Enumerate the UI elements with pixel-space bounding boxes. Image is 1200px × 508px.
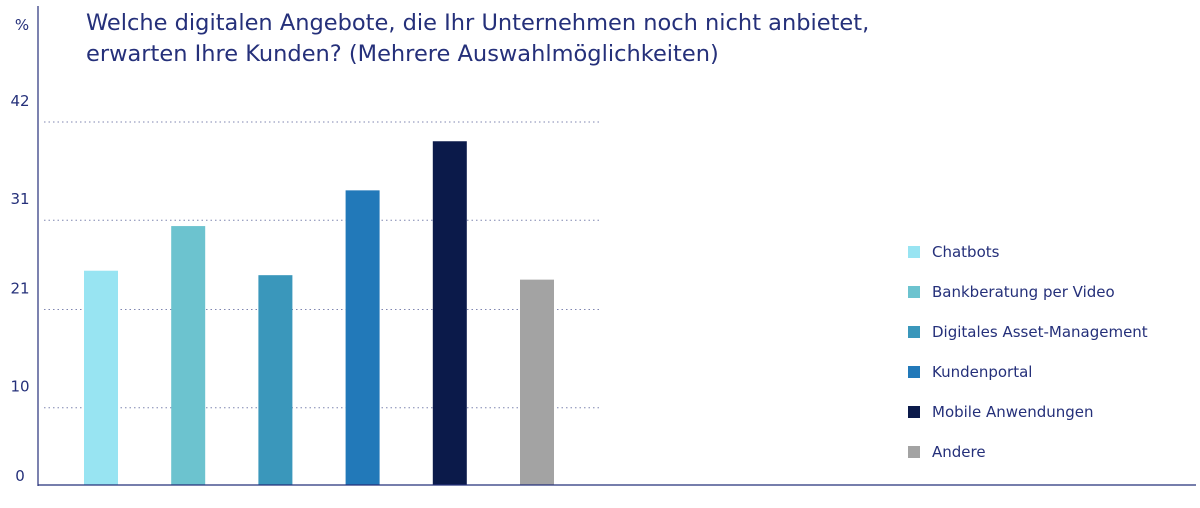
y-tick-label: 10 [10,378,29,396]
legend-label: Mobile Anwendungen [932,403,1094,421]
legend-item: Andere [908,432,1148,472]
y-tick-label: 42 [10,92,29,110]
axes: % 0 10 21 31 42 [10,6,1196,486]
legend-label: Kundenportal [932,363,1033,381]
bars [84,141,554,486]
chart-title-line-1: Welche digitalen Angebote, die Ihr Unter… [86,10,870,36]
legend-swatch [908,446,920,458]
y-tick-label: 0 [15,467,25,485]
bar-mobile-anwendungen [432,141,467,485]
y-axis-unit-label: % [15,16,29,34]
legend-label: Chatbots [932,243,1000,261]
legend-label: Digitales Asset-Management [932,323,1148,341]
legend-swatch [908,286,920,298]
bar-kundenportal [345,190,380,485]
y-tick-label: 31 [10,190,29,208]
legend-item: Mobile Anwendungen [908,392,1148,432]
grid-lines [44,121,600,409]
legend-swatch [908,246,920,258]
legend-label: Bankberatung per Video [932,283,1115,301]
legend-item: Digitales Asset-Management [908,312,1148,352]
bar-chatbots [84,270,118,485]
legend-item: Bankberatung per Video [908,272,1148,312]
chart-legend: Chatbots Bankberatung per Video Digitales … [908,232,1148,472]
legend-item: Kundenportal [908,352,1148,392]
legend-swatch [908,326,920,338]
bar-andere [520,279,554,485]
y-tick-label: 21 [10,280,29,298]
chart-title: Welche digitalen Angebote, die Ihr Unter… [86,8,986,70]
bar-digitales-asset-management [258,275,293,485]
legend-swatch [908,366,920,378]
chart-title-line-2: erwarten Ihre Kunden? (Mehrere Auswahlmö… [86,41,719,67]
legend-label: Andere [932,443,986,461]
bar-bankberatung-per-video [171,226,206,486]
legend-item: Chatbots [908,232,1148,272]
legend-swatch [908,406,920,418]
